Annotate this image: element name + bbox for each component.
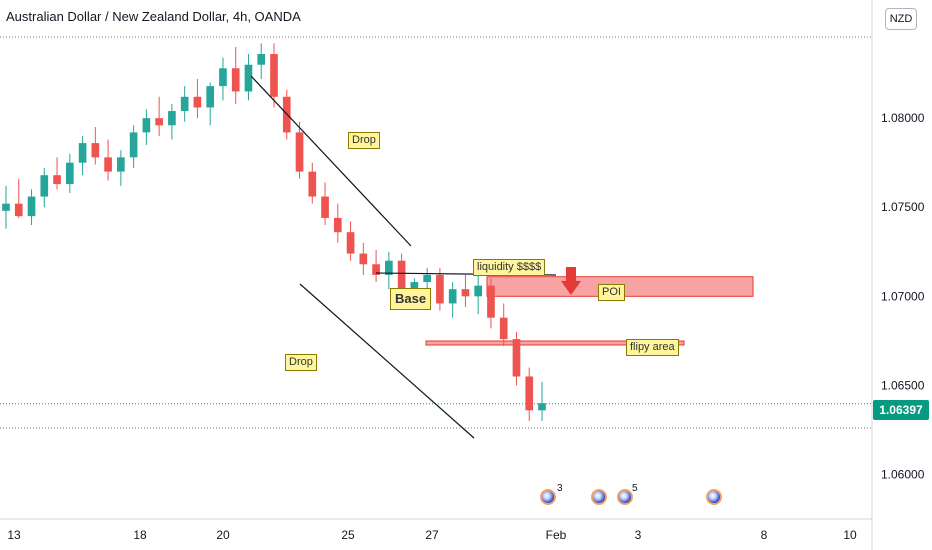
candle-body — [193, 96, 202, 108]
x-tick-label: 25 — [341, 528, 355, 542]
chart-title: Australian Dollar / New Zealand Dollar, … — [6, 9, 301, 24]
candle-body — [40, 175, 49, 197]
candle-body — [333, 217, 342, 233]
flipy-zone — [425, 340, 685, 346]
candle-body — [423, 274, 431, 283]
candle-body — [372, 264, 380, 275]
annotation-drop-bottom[interactable]: Drop — [285, 354, 317, 371]
candle-body — [53, 175, 61, 185]
event-flag-icon[interactable] — [706, 489, 722, 505]
y-tick-label: 1.07500 — [881, 200, 925, 214]
candle-body — [65, 162, 74, 185]
candle-body — [359, 253, 368, 265]
candles — [2, 43, 546, 422]
annotation-base[interactable]: Base — [390, 288, 432, 310]
event-flag-icon[interactable] — [540, 489, 556, 505]
candle-body — [512, 339, 521, 377]
candle-body — [168, 111, 176, 126]
drop-trend-line-bottom — [299, 283, 475, 439]
candle-body — [346, 232, 355, 254]
y-tick-label: 1.06000 — [881, 467, 925, 481]
annotation-flipy-area[interactable]: flipy area — [626, 339, 679, 356]
candle-body — [461, 289, 470, 297]
x-tick-label: 3 — [635, 528, 642, 542]
candle-body — [385, 260, 393, 275]
candle-body — [448, 289, 457, 304]
y-tick-label: 1.08000 — [881, 111, 925, 125]
event-count: 5 — [632, 483, 638, 494]
candle-body — [538, 403, 546, 411]
candle-body — [487, 285, 495, 318]
event-flag-icon[interactable] — [617, 489, 633, 505]
candle-body — [244, 64, 253, 92]
candle-body — [219, 68, 227, 87]
candle-body — [91, 143, 100, 158]
candle-body — [257, 54, 266, 65]
drop-trend-line-top — [250, 75, 412, 247]
candle-body — [231, 68, 240, 92]
candle-body — [308, 171, 317, 197]
x-tick-label: 8 — [761, 528, 768, 542]
annotation-drop-top[interactable]: Drop — [348, 132, 380, 149]
candle-body — [155, 118, 163, 126]
candle-body — [2, 203, 10, 211]
candle-body — [321, 196, 329, 218]
y-tick-label: 1.06500 — [881, 378, 925, 392]
candle-body — [270, 54, 278, 97]
x-tick-label: Feb — [546, 528, 567, 542]
event-flag-icon[interactable] — [591, 489, 607, 505]
x-tick-label: 18 — [133, 528, 147, 542]
x-tick-label: 13 — [7, 528, 21, 542]
candle-body — [14, 203, 23, 217]
candle-body — [410, 282, 419, 293]
candle-body — [397, 260, 406, 293]
candle-body — [436, 274, 444, 304]
candle-body — [525, 376, 534, 411]
candle-body — [499, 317, 508, 340]
event-count: 3 — [557, 483, 563, 494]
last-price-tag: 1.06397 — [873, 400, 929, 420]
x-tick-label: 20 — [216, 528, 230, 542]
candle-body — [27, 196, 36, 217]
annotation-poi[interactable]: POI — [598, 284, 625, 301]
down-arrow-icon — [561, 267, 581, 295]
candle-body — [142, 118, 151, 133]
candle-body — [104, 157, 112, 172]
trend-lines — [250, 75, 581, 439]
candle-body — [180, 96, 189, 112]
candle-body — [295, 132, 304, 172]
annotation-liquidity[interactable]: liquidity $$$$ — [473, 259, 546, 276]
x-tick-label: 10 — [843, 528, 857, 542]
candle-body — [474, 285, 483, 297]
candle-body — [206, 86, 215, 108]
candle-body — [117, 157, 125, 172]
y-tick-label: 1.07000 — [881, 289, 925, 303]
candle-body — [129, 132, 138, 158]
x-tick-label: 27 — [425, 528, 439, 542]
grid — [0, 36, 872, 429]
currency-badge[interactable]: NZD — [885, 8, 917, 30]
candle-body — [78, 143, 87, 163]
